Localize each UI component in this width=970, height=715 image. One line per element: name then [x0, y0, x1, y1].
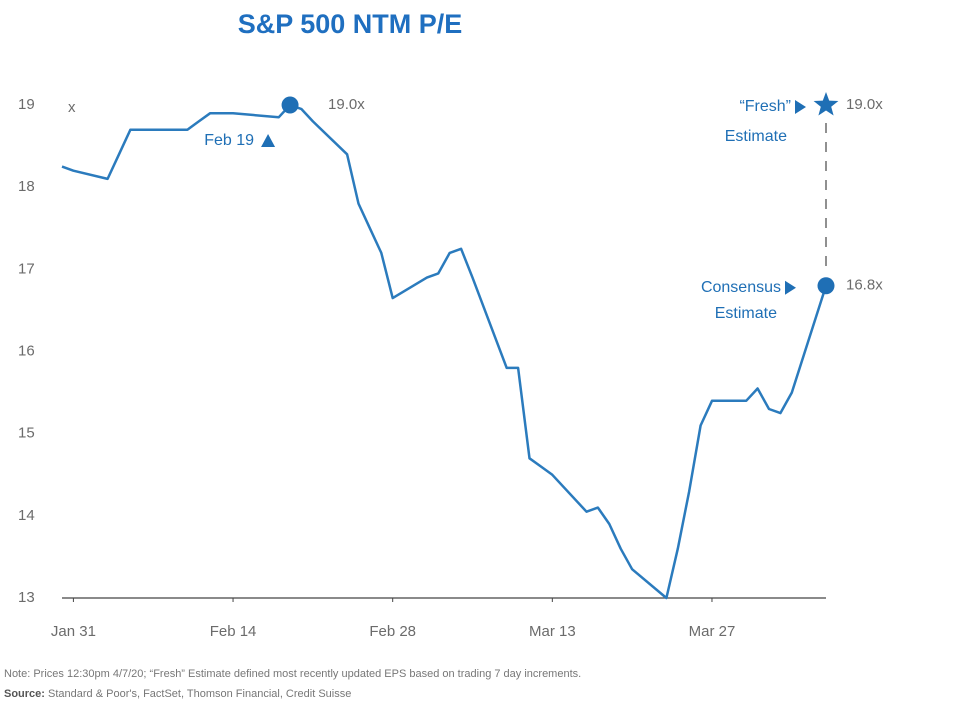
marker-dot	[281, 96, 299, 114]
y-tick-label: 14	[18, 507, 35, 524]
source-label: Source:	[4, 688, 45, 700]
y-tick-label: 17	[18, 260, 35, 277]
marker-star	[813, 92, 839, 116]
x-tick-label: Feb 28	[369, 623, 416, 640]
marker-dot	[817, 277, 835, 295]
value-label: 19.0x	[846, 96, 883, 113]
annotation: Consensus	[701, 279, 781, 296]
value-label: 16.8x	[846, 277, 883, 294]
y-tick-label: 13	[18, 589, 35, 606]
x-tick-label: Mar 13	[529, 623, 576, 640]
y-unit: x	[68, 99, 76, 116]
arrow	[261, 134, 276, 147]
annotation: Estimate	[725, 128, 787, 145]
x-tick-label: Mar 27	[689, 623, 736, 640]
y-tick-label: 18	[18, 178, 35, 195]
y-tick-label: 16	[18, 342, 35, 359]
y-tick-label: 19	[18, 96, 35, 113]
arrow	[785, 280, 796, 295]
arrow	[795, 100, 806, 114]
annotation: “Fresh”	[739, 98, 791, 115]
value-label: 19.0x	[328, 96, 365, 113]
annotation: Estimate	[715, 305, 777, 322]
chart-title: S&P 500 NTM P/E	[238, 9, 463, 39]
x-tick-label: Jan 31	[51, 623, 96, 640]
note: Note: Prices 12:30pm 4/7/20; “Fresh” Est…	[4, 668, 581, 680]
y-tick-label: 15	[18, 425, 35, 442]
price-line	[61, 103, 828, 600]
x-tick-label: Feb 14	[210, 623, 257, 640]
source: Source: Standard & Poor's, FactSet, Thom…	[4, 688, 351, 700]
source-text: Standard & Poor's, FactSet, Thomson Fina…	[48, 688, 351, 700]
annotation: Feb 19	[204, 132, 254, 149]
